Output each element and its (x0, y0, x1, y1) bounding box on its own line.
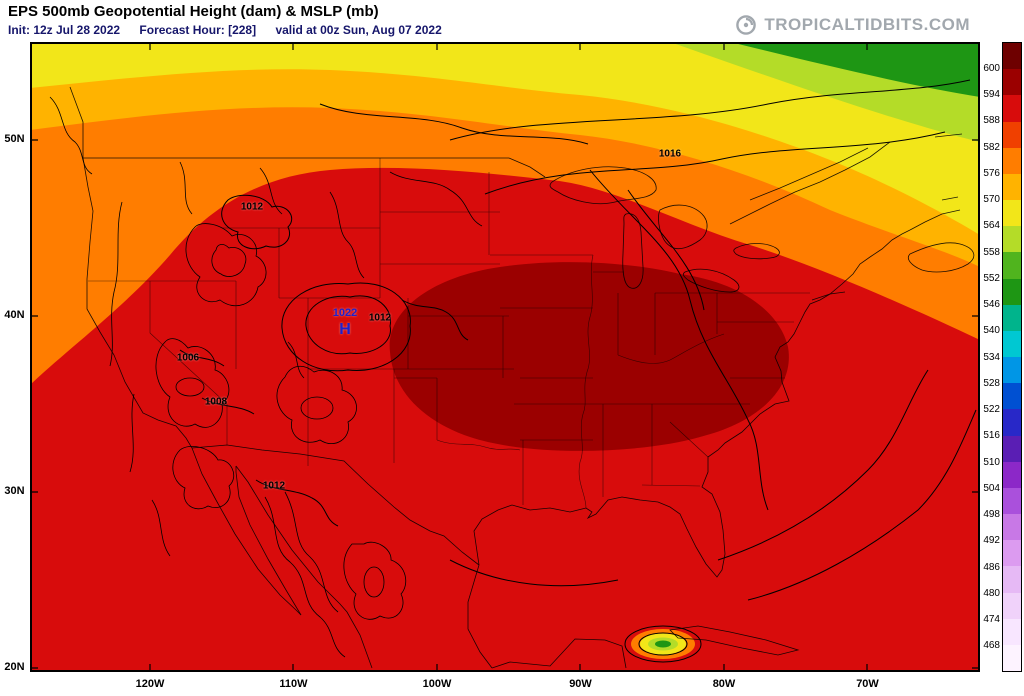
colorbar-cell (1003, 95, 1021, 122)
colorbar-label: 510 (983, 456, 1000, 468)
colorbar-label: 570 (983, 194, 1000, 205)
colorbar-label: 600 (983, 62, 1000, 74)
init-valid-line: Init: 12z Jul 28 2022 Forecast Hour: [22… (8, 23, 458, 37)
colorbar-cell (1003, 540, 1021, 567)
colorbar-label: 594 (983, 89, 1000, 100)
colorbar-cell (1003, 173, 1021, 201)
lat-tick-label: 30N (4, 485, 25, 497)
colorbar-cell (1003, 226, 1021, 253)
lon-tick-label: 70W (856, 678, 879, 690)
page-title: EPS 500mb Geopotential Height (dam) & MS… (8, 3, 379, 20)
colorbar-cell (1003, 514, 1021, 541)
colorbar-label: 516 (983, 430, 1000, 442)
colorbar-cell (1003, 357, 1021, 384)
lon-tick-label: 90W (569, 678, 592, 690)
height-fill-layer (30, 42, 980, 672)
map-frame-border (30, 42, 980, 672)
colorbar-label: 552 (983, 272, 1000, 284)
lon-tick-label: 110W (279, 678, 308, 690)
colorbar-cell (1003, 200, 1021, 227)
colorbar-cell (1003, 147, 1021, 174)
colorbar-cell (1003, 566, 1021, 593)
watermark: TROPICALTIDBITS.COM (735, 14, 970, 36)
colorbar-label: 486 (983, 561, 1000, 573)
lon-tick-label: 80W (712, 678, 736, 690)
colorbar-label: 492 (983, 535, 1000, 547)
colorbar-cell (1003, 409, 1021, 436)
colorbar-cell (1003, 278, 1021, 305)
map-svg (30, 42, 980, 672)
colorbar-label: 546 (983, 299, 1000, 310)
lat-tick-label: 20N (4, 661, 25, 673)
colorbar (1002, 42, 1022, 672)
colorbar-cell (1003, 592, 1021, 619)
mslp-contour-layer (49, 79, 977, 663)
colorbar-cell (1003, 304, 1021, 331)
valid-time: valid at 00z Sun, Aug 07 2022 (275, 23, 442, 37)
colorbar-label: 582 (983, 141, 1000, 153)
lat-tick-label: 40N (4, 309, 25, 321)
colorbar-cell (1003, 618, 1021, 645)
colorbar-label: 522 (983, 404, 1000, 415)
lat-tick-label: 50N (4, 133, 25, 145)
lon-tick-label: 100W (422, 678, 452, 690)
colorbar-cell (1003, 121, 1021, 148)
colorbar-label: 534 (983, 351, 1000, 363)
colorbar-label: 474 (983, 614, 1000, 625)
colorbar-label: 576 (983, 167, 1000, 179)
colorbar-cell (1003, 487, 1021, 515)
watermark-text: TROPICALTIDBITS.COM (764, 15, 970, 34)
colorbar-cell (1003, 383, 1021, 410)
colorbar-cell (1003, 43, 1021, 70)
colorbar-cell (1003, 330, 1021, 358)
colorbar-label: 498 (983, 509, 1000, 520)
colorbar-label: 540 (983, 325, 1000, 337)
colorbar-label: 558 (983, 246, 1000, 258)
colorbar-label: 468 (983, 640, 1000, 652)
colorbar-label: 564 (983, 220, 1000, 232)
colorbar-label: 480 (983, 587, 1000, 599)
colorbar-cell (1003, 252, 1021, 279)
tropicaltidbits-logo-icon (736, 15, 757, 35)
colorbar-cell (1003, 69, 1021, 96)
init-time: Init: 12z Jul 28 2022 (8, 23, 121, 37)
colorbar-label: 528 (983, 377, 1000, 389)
colorbar-cell (1003, 644, 1021, 672)
forecast-map-image (30, 42, 980, 672)
colorbar-label: 504 (983, 482, 1000, 494)
forecast-hour: Forecast Hour: [228] (139, 23, 257, 37)
lon-tick-label: 120W (135, 678, 165, 690)
geography-layer (69, 86, 975, 669)
colorbar-cell (1003, 461, 1021, 488)
colorbar-cell (1003, 435, 1021, 462)
colorbar-label: 588 (983, 115, 1000, 127)
